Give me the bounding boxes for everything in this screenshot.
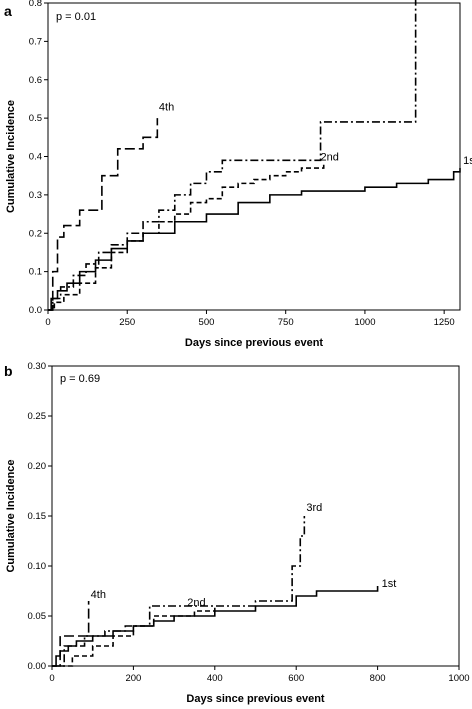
plot-frame [47,2,461,311]
x-tick-label: 200 [125,673,141,684]
y-tick-label: 0.6 [29,75,42,86]
x-tick-label: 1000 [448,673,469,684]
panel-b: b p = 0.69 0.00 0.05 0.10 0.15 0.20 0.25 0.30 0 20… [4,361,470,705]
panel-letter: b [4,363,13,379]
x-axis-label: Days since previous event [186,693,325,705]
y-tick-label: 0.2 [29,228,42,239]
y-tick-label: 0.8 [29,0,42,9]
x-tick-label: 750 [278,317,294,328]
p-value-annotation: p = 0.01 [56,11,96,23]
series-2nd-label: 2nd [187,597,205,609]
panel-letter: a [4,3,12,19]
y-tick-label: 0.5 [29,113,42,124]
y-tick-label: 0.3 [29,190,42,201]
y-tick-label: 0.15 [28,511,47,522]
x-tick-label: 600 [288,673,304,684]
x-tick-label: 1250 [434,317,455,328]
p-value-annotation: p = 0.69 [60,373,100,385]
series-2nd-line [48,164,325,311]
x-tick-label: 0 [45,317,50,328]
y-tick-label: 0.4 [29,152,42,163]
series-3rd-line [48,0,417,311]
y-tick-label: 0.30 [28,361,47,372]
series-2nd-label: 2nd [321,151,339,163]
series-1st-label: 1st [463,155,472,167]
x-tick-label: 500 [199,317,215,328]
series-1st-line [48,168,461,311]
x-tick-label: 0 [49,673,54,684]
y-tick-label: 0.0 [29,305,42,316]
panel-a: a p = 0.01 0.0 0.1 0.2 0.3 0.4 0.5 0.6 0.7 0.8 0 250… [4,0,472,349]
series-4th-label: 4th [91,589,106,601]
series-4th-line [52,601,90,667]
series-3rd-line [52,516,306,667]
y-tick-label: 0.20 [28,461,47,472]
y-tick-label: 0.10 [28,561,47,572]
x-axis-label: Days since previous event [185,337,324,349]
series-2nd-line [52,606,216,667]
y-tick-label: 0.1 [29,267,42,278]
series-4th-label: 4th [159,101,174,113]
y-tick-label: 0.00 [28,661,47,672]
x-tick-label: 400 [207,673,223,684]
y-axis-label: Cumulative Incidence [5,100,17,213]
y-tick-label: 0.7 [29,36,42,47]
y-tick-label: 0.05 [28,611,47,622]
y-axis-label: Cumulative Incidence [5,459,17,572]
series-3rd-label: 3rd [306,502,322,514]
x-tick-label: 800 [370,673,386,684]
y-tick-label: 0.25 [28,411,47,422]
plot-frame [51,365,460,667]
series-1st-label: 1st [382,578,397,590]
x-tick-label: 250 [119,317,135,328]
x-tick-label: 1000 [354,317,375,328]
series-4th-line [48,118,159,311]
